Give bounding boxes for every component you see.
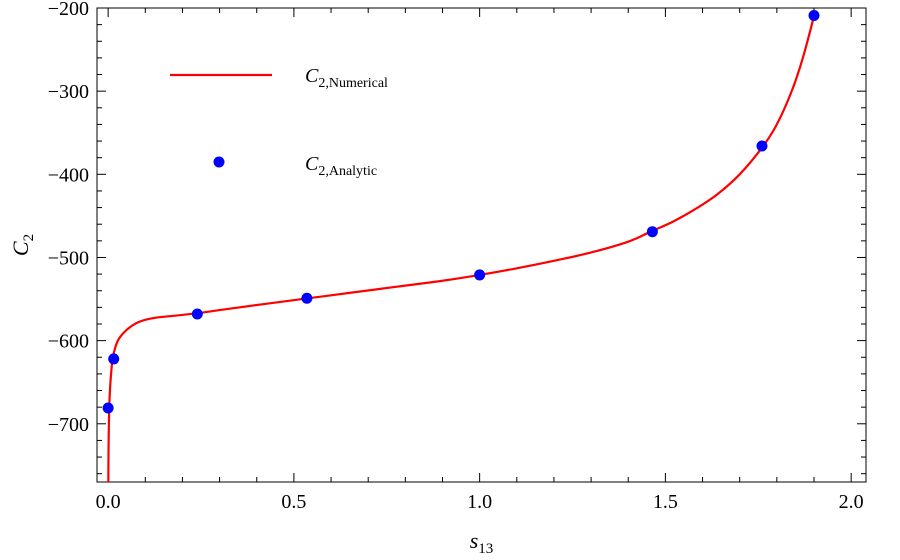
data-point	[756, 140, 768, 152]
data-point	[474, 269, 486, 281]
x-tick-label: 1.0	[467, 491, 492, 513]
legend-label-numerical-sub: 2,Numerical	[318, 76, 388, 91]
x-tick-labels: 0.0 0.5 1.0 1.5 2.0	[96, 491, 864, 513]
data-point	[808, 9, 820, 21]
x-tick-label: 1.5	[653, 491, 678, 513]
data-point	[301, 292, 313, 304]
y-axis-title-sub: 2	[21, 234, 37, 242]
y-tick-label: −400	[48, 164, 89, 186]
data-point	[108, 353, 120, 365]
legend-label-analytic: C2,Analytic	[305, 153, 377, 179]
data-point	[191, 308, 203, 320]
y-axis-title-main: C	[8, 241, 33, 256]
y-axis-title: C2	[8, 234, 37, 256]
y-tick-label: −300	[48, 81, 89, 103]
legend-label-numerical-main: C	[305, 65, 319, 87]
data-point	[646, 226, 658, 238]
series-points-analytic	[102, 9, 820, 414]
y-tick-label: −200	[48, 0, 89, 20]
series-line-numerical	[107, 16, 816, 483]
y-tick-label: −500	[48, 247, 89, 269]
x-tick-label: 0.5	[281, 491, 306, 513]
legend-dot-swatch	[213, 156, 225, 168]
plot-frame	[96, 7, 867, 483]
axis-ticks	[97, 7, 866, 482]
y-tick-label: −600	[48, 331, 89, 353]
legend-label-analytic-sub: 2,Analytic	[318, 164, 377, 179]
y-tick-label: −700	[48, 414, 89, 436]
legend-label-numerical: C2,Numerical	[305, 65, 388, 91]
legend: C2,Numerical C2,Analytic	[170, 65, 388, 179]
data-point	[102, 402, 114, 414]
x-tick-label: 0.0	[96, 491, 121, 513]
legend-label-analytic-main: C	[305, 153, 319, 175]
y-tick-labels: −700 −600 −500 −400 −300 −200	[48, 0, 89, 436]
x-axis-title-main: s	[470, 528, 479, 553]
x-axis-title: s13	[470, 528, 494, 557]
x-axis-title-sub: 13	[478, 541, 493, 557]
x-tick-label: 2.0	[839, 491, 864, 513]
